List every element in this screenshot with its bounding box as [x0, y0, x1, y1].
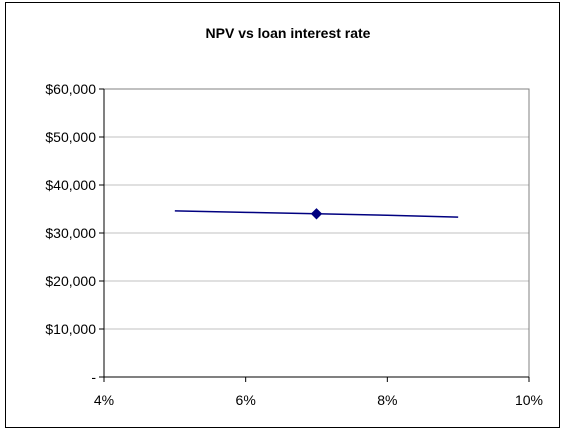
y-tick-label: $10,000 — [45, 321, 96, 337]
chart-frame: NPV vs loan interest rate - $10,000 $20,00… — [5, 2, 560, 428]
y-tick-label: $40,000 — [45, 177, 96, 193]
series-layer — [174, 208, 459, 220]
chart: NPV vs loan interest rate - $10,000 $20,00… — [45, 25, 543, 408]
y-axis-ticks: - $10,000 $20,000 $30,000 $40,000 $50,000 $60,… — [45, 81, 105, 385]
y-tick-label: $50,000 — [45, 129, 96, 145]
x-tick-label: 8% — [377, 392, 397, 408]
x-tick-label: 4% — [94, 392, 114, 408]
x-axis-ticks: 4% 6% 8% 10% — [94, 376, 543, 408]
y-tick-label: $30,000 — [45, 225, 96, 241]
gridlines — [104, 136, 529, 330]
y-tick-label: $20,000 — [45, 273, 96, 289]
data-point-marker — [310, 208, 323, 220]
chart-title: NPV vs loan interest rate — [206, 25, 371, 41]
y-tick-label: $60,000 — [45, 81, 96, 97]
x-tick-label: 6% — [236, 392, 256, 408]
y-tick-label: - — [91, 369, 96, 385]
x-tick-label: 10% — [515, 392, 543, 408]
